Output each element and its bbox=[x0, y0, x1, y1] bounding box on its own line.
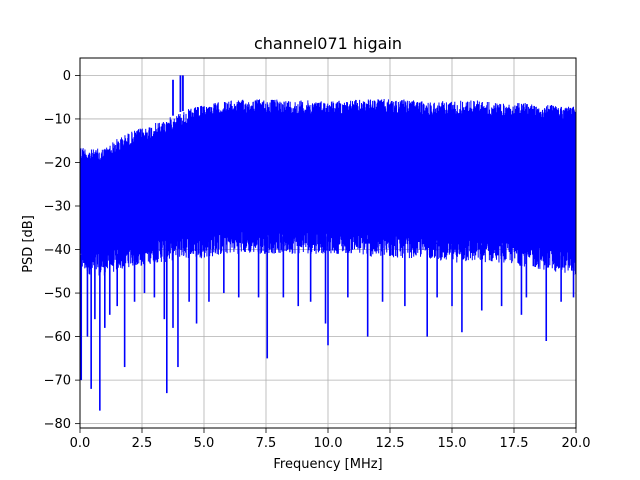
y-tick-label: −70 bbox=[44, 374, 71, 389]
y-tick-label: −30 bbox=[44, 200, 71, 215]
y-tick-label: 0 bbox=[63, 69, 71, 84]
x-tick-label: 5.0 bbox=[194, 436, 215, 451]
chart-title: channel071 higain bbox=[254, 34, 402, 53]
y-tick-label: −20 bbox=[44, 156, 71, 171]
y-tick-label: −80 bbox=[44, 417, 71, 432]
x-tick-label: 0.0 bbox=[70, 436, 91, 451]
x-tick-label: 10.0 bbox=[314, 436, 343, 451]
ticks: 0.0 2.5 5.0 7.5 10.0 12.5 15.0 17.5 20.0 0 −10 −20 −… bbox=[44, 69, 591, 451]
y-tick-label: −60 bbox=[44, 330, 71, 345]
psd-band-core bbox=[80, 111, 576, 254]
y-axis-label: PSD [dB] bbox=[21, 215, 36, 273]
series-psd bbox=[80, 75, 576, 411]
x-axis-label: Frequency [MHz] bbox=[273, 457, 382, 472]
y-tick-label: −50 bbox=[44, 287, 71, 302]
y-tick-label: −40 bbox=[44, 243, 71, 258]
x-tick-label: 2.5 bbox=[132, 436, 153, 451]
x-tick-label: 7.5 bbox=[256, 436, 277, 451]
x-tick-label: 17.5 bbox=[500, 436, 529, 451]
x-tick-label: 20.0 bbox=[562, 436, 591, 451]
x-tick-label: 15.0 bbox=[438, 436, 467, 451]
y-tick-label: −10 bbox=[44, 112, 71, 127]
x-tick-label: 12.5 bbox=[376, 436, 405, 451]
